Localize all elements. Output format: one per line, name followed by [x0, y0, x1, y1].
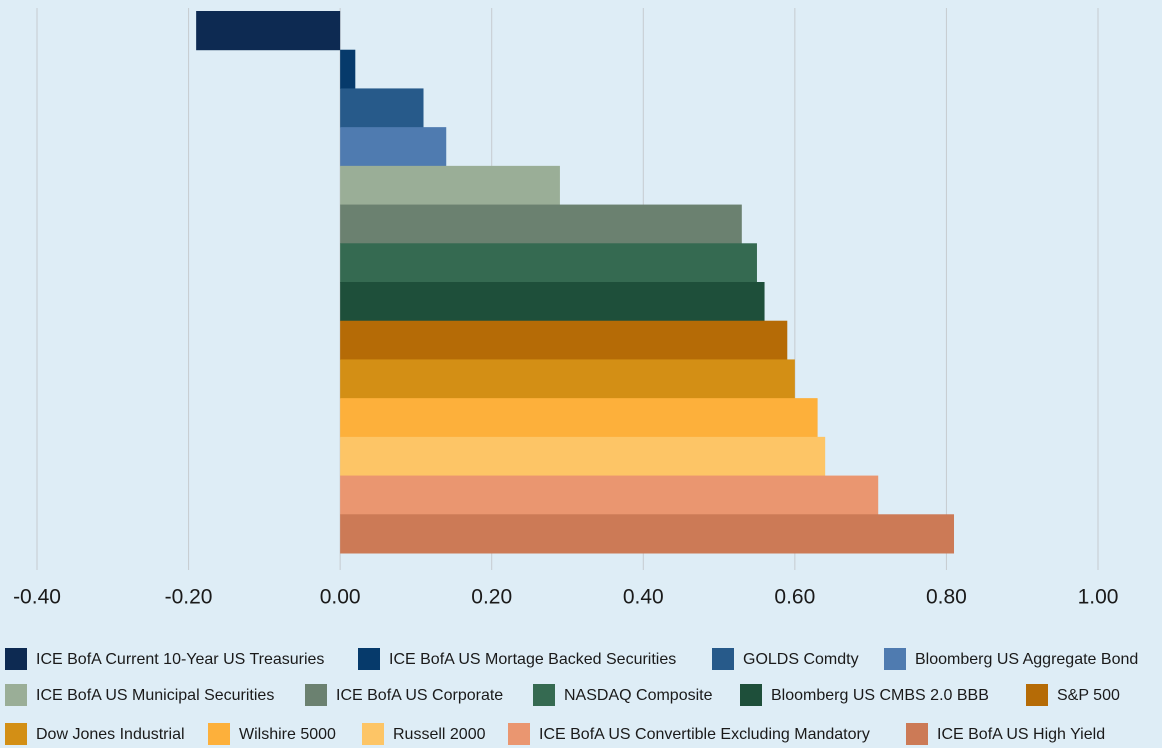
x-tick-label: -0.20 — [165, 586, 213, 609]
legend-label: S&P 500 — [1057, 687, 1120, 704]
bar — [340, 204, 742, 244]
bar — [196, 11, 341, 51]
legend-swatch — [508, 723, 530, 745]
x-tick-label: 0.60 — [774, 586, 815, 609]
legend-swatch — [906, 723, 928, 745]
bar — [340, 398, 818, 438]
bar — [340, 243, 757, 283]
legend-swatch — [358, 648, 380, 670]
x-tick-label: 0.80 — [926, 586, 967, 609]
bar — [340, 127, 447, 167]
bar — [340, 514, 955, 554]
legend-swatch — [208, 723, 230, 745]
legend-swatch — [712, 648, 734, 670]
legend-swatch — [362, 723, 384, 745]
legend-label: ICE BofA US Mortage Backed Securities — [389, 651, 676, 668]
legend-label: Dow Jones Industrial — [36, 726, 185, 743]
legend-swatch — [5, 684, 27, 706]
x-tick-label: 0.40 — [623, 586, 664, 609]
legend-label: ICE BofA US Municipal Securities — [36, 687, 274, 704]
bar — [340, 165, 560, 206]
legend-swatch — [5, 648, 27, 670]
legend-label: GOLDS Comdty — [743, 651, 859, 668]
bar — [340, 320, 788, 360]
legend-label: ICE BofA Current 10-Year US Treasuries — [36, 651, 324, 668]
legend-label: Bloomberg US Aggregate Bond — [915, 651, 1138, 668]
legend-swatch — [533, 684, 555, 706]
x-tick-label: 0.20 — [471, 586, 512, 609]
legend-label: Wilshire 5000 — [239, 726, 336, 743]
x-tick-label: 0.00 — [320, 586, 361, 609]
legend-swatch — [884, 648, 906, 670]
bar — [340, 436, 826, 477]
legend-swatch — [305, 684, 327, 706]
legend-label: Russell 2000 — [393, 726, 486, 743]
legend-swatch — [5, 723, 27, 745]
legend-label: ICE BofA US Convertible Excluding Mandat… — [539, 726, 870, 743]
bar — [340, 49, 356, 89]
bar — [340, 359, 795, 399]
x-tick-label: 1.00 — [1078, 586, 1119, 609]
x-tick-label: -0.40 — [13, 586, 61, 609]
legend-label: Bloomberg US CMBS 2.0 BBB — [771, 687, 989, 704]
legend-swatch — [1026, 684, 1048, 706]
legend-label: ICE BofA US Corporate — [336, 687, 503, 704]
bar — [340, 282, 765, 322]
bar — [340, 475, 879, 515]
bar — [340, 88, 424, 128]
legend-swatch — [740, 684, 762, 706]
legend-label: NASDAQ Composite — [564, 687, 713, 704]
legend-label: ICE BofA US High Yield — [937, 726, 1105, 743]
